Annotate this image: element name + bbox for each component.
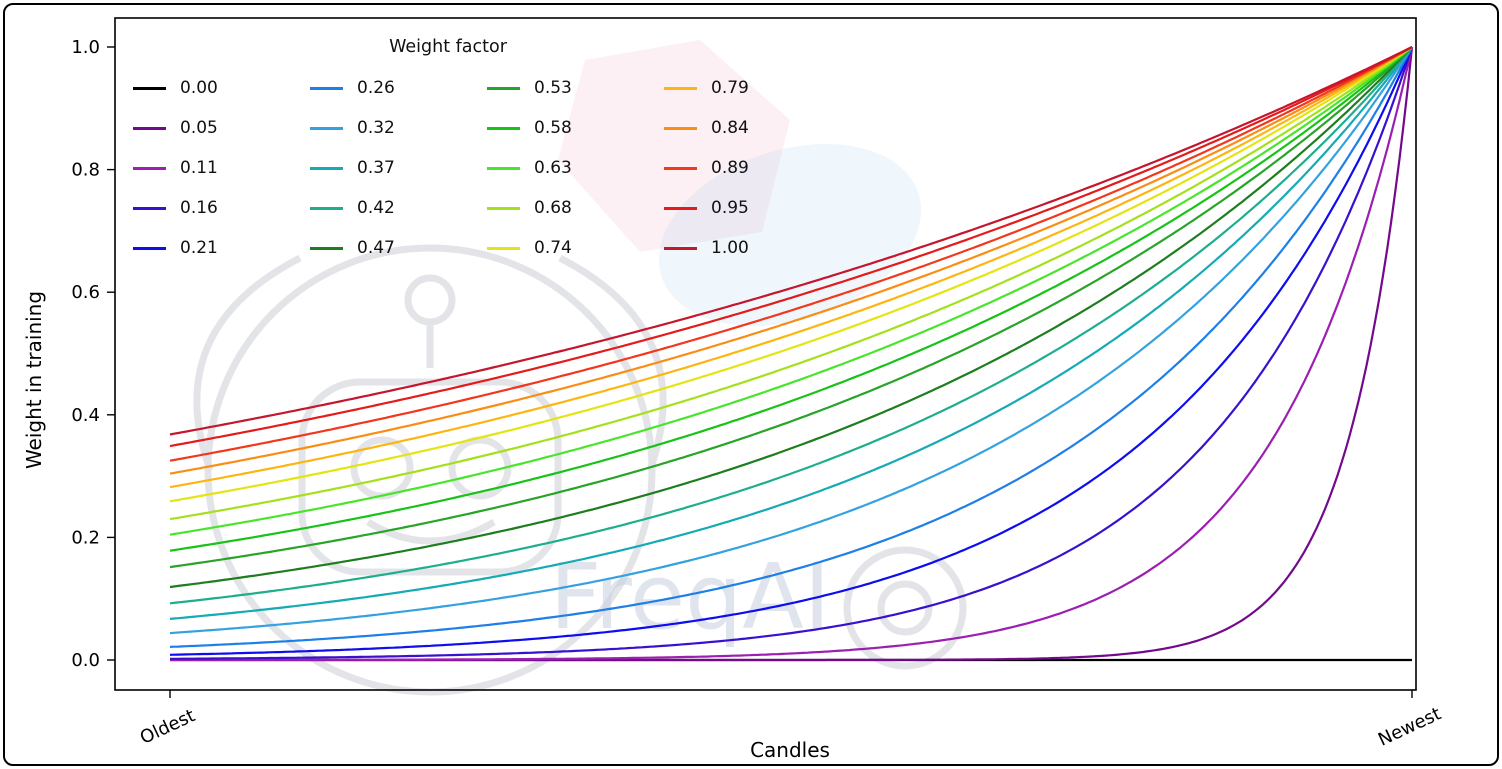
legend-swatch xyxy=(487,246,520,250)
legend-label: 0.74 xyxy=(534,238,572,258)
x-tick-label: Oldest xyxy=(137,705,199,749)
series-line xyxy=(169,46,1413,635)
plot-area xyxy=(114,17,1417,691)
legend-label: 0.21 xyxy=(180,238,218,258)
legend-entry: 0.74 xyxy=(487,238,664,258)
legend-entry: 0.11 xyxy=(133,158,310,178)
y-tick-label: 0.4 xyxy=(71,405,100,426)
series-line xyxy=(169,46,1413,436)
series-line xyxy=(169,46,1414,656)
legend-entry: 1.00 xyxy=(664,238,841,258)
legend-entry: 0.79 xyxy=(664,78,841,98)
series-curves-layer xyxy=(169,46,1414,662)
legend-entry: 0.58 xyxy=(487,118,664,138)
series-line xyxy=(169,46,1413,620)
legend-entry: 0.53 xyxy=(487,78,664,98)
legend-label: 0.89 xyxy=(711,158,749,178)
y-axis-label: Weight in training xyxy=(22,290,46,470)
legend-swatch xyxy=(133,166,166,170)
series-line xyxy=(170,46,1414,660)
legend-swatch xyxy=(664,206,697,210)
legend-title: Weight factor xyxy=(389,37,507,57)
legend-label: 0.32 xyxy=(357,118,395,138)
series-line xyxy=(169,46,1413,648)
legend-label: 0.11 xyxy=(180,158,218,178)
legend-entry: 0.21 xyxy=(133,238,310,258)
legend-swatch xyxy=(310,206,343,210)
watermark-leaf-blue xyxy=(658,144,922,326)
series-line xyxy=(169,46,1413,448)
series-line xyxy=(169,46,1413,552)
y-tick-label: 1.0 xyxy=(71,37,100,58)
legend-label: 0.63 xyxy=(534,158,572,178)
legend-swatch xyxy=(310,246,343,250)
series-line xyxy=(169,46,1413,589)
legend-label: 0.79 xyxy=(711,78,749,98)
legend-swatch xyxy=(310,166,343,170)
legend-entry: 0.16 xyxy=(133,198,310,218)
legend-label: 0.53 xyxy=(534,78,572,98)
legend-label: 0.68 xyxy=(534,198,572,218)
legend-entry: 0.47 xyxy=(310,238,487,258)
legend-swatch xyxy=(133,246,166,250)
legend-entry: 0.95 xyxy=(664,198,841,218)
series-line xyxy=(169,46,1413,475)
legend-label: 0.26 xyxy=(357,78,395,98)
series-line xyxy=(169,46,1413,521)
legend-swatch xyxy=(310,86,343,90)
legend-swatch xyxy=(664,126,697,130)
legend-entry: 0.84 xyxy=(664,118,841,138)
legend-swatch xyxy=(664,166,697,170)
legend-entry: 0.63 xyxy=(487,158,664,178)
legend-grid: 0.00 0.05 0.11 0.16 0.21 0.26 0.32 0.37 0.42 0.47… xyxy=(133,68,841,268)
legend-entry: 0.00 xyxy=(133,78,310,98)
series-line xyxy=(169,46,1413,569)
legend-swatch xyxy=(133,126,166,130)
legend-swatch xyxy=(487,206,520,210)
legend-label: 0.05 xyxy=(180,118,218,138)
legend-swatch xyxy=(310,126,343,130)
series-line xyxy=(169,46,1413,462)
y-tick-label: 0.2 xyxy=(71,527,100,548)
legend-entry: 0.32 xyxy=(310,118,487,138)
legend-swatch xyxy=(133,86,166,90)
legend-label: 0.37 xyxy=(357,158,395,178)
y-tick-label: 0.8 xyxy=(71,160,100,181)
legend-entry: 0.26 xyxy=(310,78,487,98)
series-line xyxy=(170,46,1414,661)
legend-swatch xyxy=(487,86,520,90)
watermark-leaf-pink xyxy=(558,40,790,252)
legend-swatch xyxy=(133,206,166,210)
legend-label: 0.58 xyxy=(534,118,572,138)
legend-entry: 0.89 xyxy=(664,158,841,178)
legend-swatch xyxy=(487,126,520,130)
y-tick-label: 0.0 xyxy=(71,650,100,671)
x-tick-label: Newest xyxy=(1375,703,1444,750)
legend-entry: 0.05 xyxy=(133,118,310,138)
series-line xyxy=(169,46,1413,489)
x-axis-label: Candles xyxy=(750,738,830,762)
legend-label: 0.16 xyxy=(180,198,218,218)
legend-swatch xyxy=(487,166,520,170)
legend-entry: 0.37 xyxy=(310,158,487,178)
series-line xyxy=(169,46,1413,605)
legend-swatch xyxy=(664,86,697,90)
legend-label: 0.95 xyxy=(711,198,749,218)
legend-label: 0.47 xyxy=(357,238,395,258)
y-tick-label: 0.6 xyxy=(71,282,100,303)
legend-swatch xyxy=(664,246,697,250)
legend: Weight factor 0.00 0.05 0.11 0.16 0.21 0.26 0.… xyxy=(133,36,841,268)
legend-label: 1.00 xyxy=(711,238,749,258)
legend-entry: 0.68 xyxy=(487,198,664,218)
series-line xyxy=(169,46,1413,503)
legend-label: 0.84 xyxy=(711,118,749,138)
legend-label: 0.42 xyxy=(357,198,395,218)
legend-entry: 0.42 xyxy=(310,198,487,218)
series-line xyxy=(169,46,1413,536)
legend-label: 0.00 xyxy=(180,78,218,98)
